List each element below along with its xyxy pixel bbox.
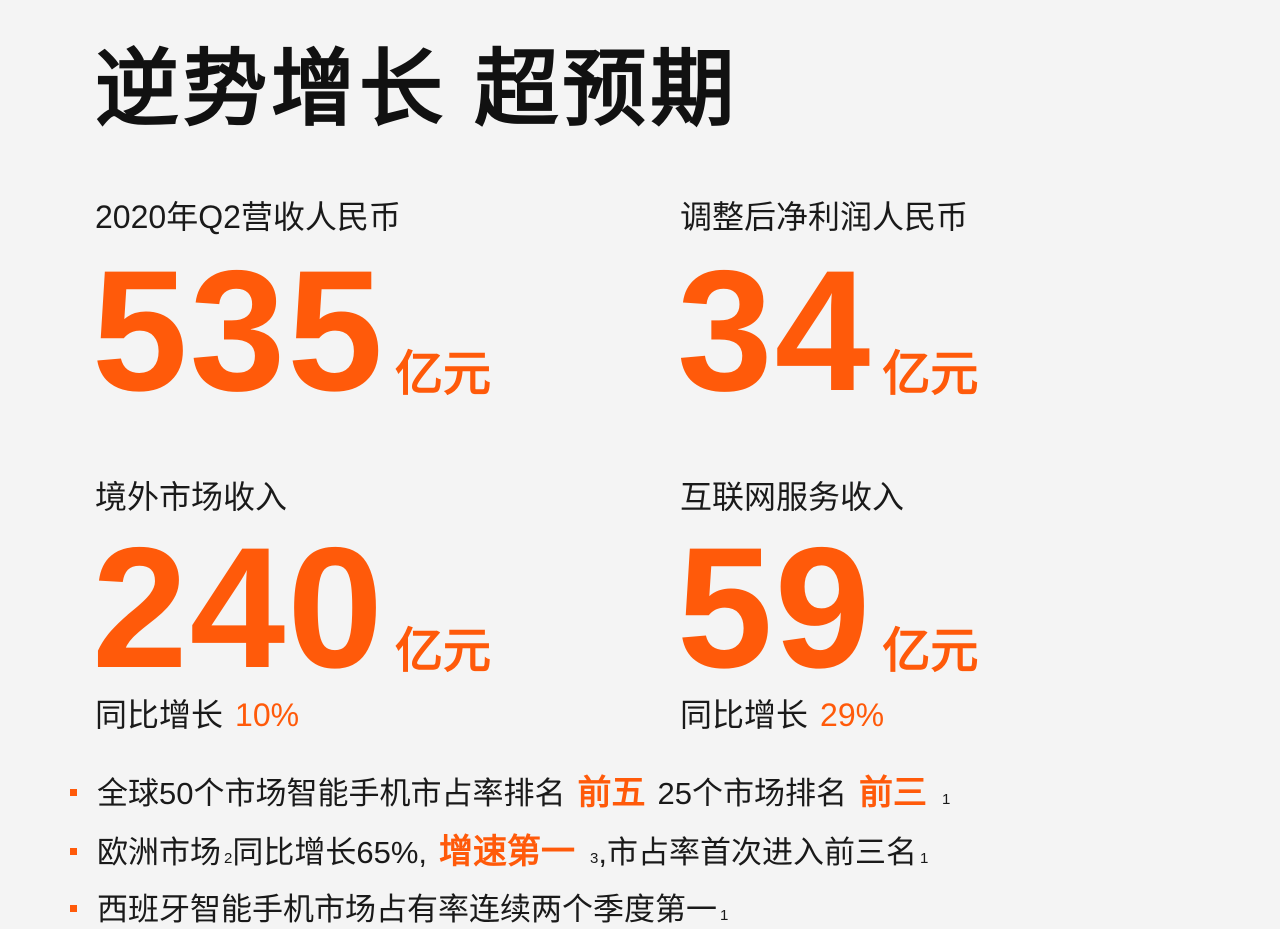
metric-value: 59	[677, 512, 873, 704]
bullet-highlight: 前五	[577, 774, 646, 812]
footnote-ref: 1	[941, 791, 951, 808]
bullet-icon	[70, 789, 77, 796]
metric-value: 240	[92, 512, 385, 704]
growth-label: 同比增长	[680, 697, 809, 733]
metric-unit: 亿元	[882, 625, 979, 678]
metric-internet: 59 亿元	[677, 522, 978, 694]
footnote-ref: 3	[590, 850, 599, 867]
bullet-icon	[70, 848, 77, 855]
metric-unit: 亿元	[394, 625, 491, 678]
metric-value: 34	[677, 235, 873, 427]
bullet-icon	[70, 905, 77, 912]
footnote-ref: 2	[224, 850, 233, 867]
metric-value: 535	[92, 235, 385, 427]
metric-label-net-profit: 调整后净利润人民币	[680, 199, 969, 235]
growth-value: 10%	[235, 697, 300, 733]
growth-label: 同比增长	[95, 697, 224, 733]
bullet-highlight: 增速第一	[439, 833, 576, 871]
footnote-ref: 1	[919, 850, 929, 867]
metric-unit: 亿元	[394, 348, 491, 401]
bullet-text: 同比增长65%,	[232, 835, 428, 870]
metric-net-profit: 34 亿元	[677, 245, 978, 417]
bullet-item: 西班牙智能手机市场占有率连续两个季度第一 1	[70, 884, 728, 929]
bullet-text: 西班牙智能手机市场占有率连续两个季度第一	[97, 892, 717, 927]
bullet-text: ,市占率首次进入前三名	[598, 835, 917, 870]
growth-internet: 同比增长 29%	[680, 690, 884, 736]
bullet-highlight: 前三	[858, 774, 927, 812]
bullet-text: 25个市场排名	[657, 776, 847, 811]
footnote-ref: 1	[720, 907, 729, 924]
bullet-item: 欧洲市场 2 同比增长65%, 增速第一 3 ,市占率首次进入前三名 1	[70, 824, 928, 873]
page-title: 逆势增长 超预期	[95, 42, 739, 136]
bullet-text: 欧洲市场	[97, 835, 221, 870]
growth-value: 29%	[820, 697, 885, 733]
metric-revenue: 535 亿元	[92, 245, 491, 417]
metric-label-revenue: 2020年Q2营收人民币	[95, 199, 401, 235]
metric-unit: 亿元	[882, 348, 979, 401]
metric-overseas: 240 亿元	[92, 522, 491, 694]
growth-overseas: 同比增长 10%	[95, 690, 299, 736]
bullet-text: 全球50个市场智能手机市占率排名	[97, 776, 566, 811]
bullet-item: 全球50个市场智能手机市占率排名 前五 25个市场排名 前三 1	[70, 765, 950, 814]
metric-label-overseas: 境外市场收入	[95, 479, 288, 515]
metric-label-internet: 互联网服务收入	[680, 479, 905, 515]
